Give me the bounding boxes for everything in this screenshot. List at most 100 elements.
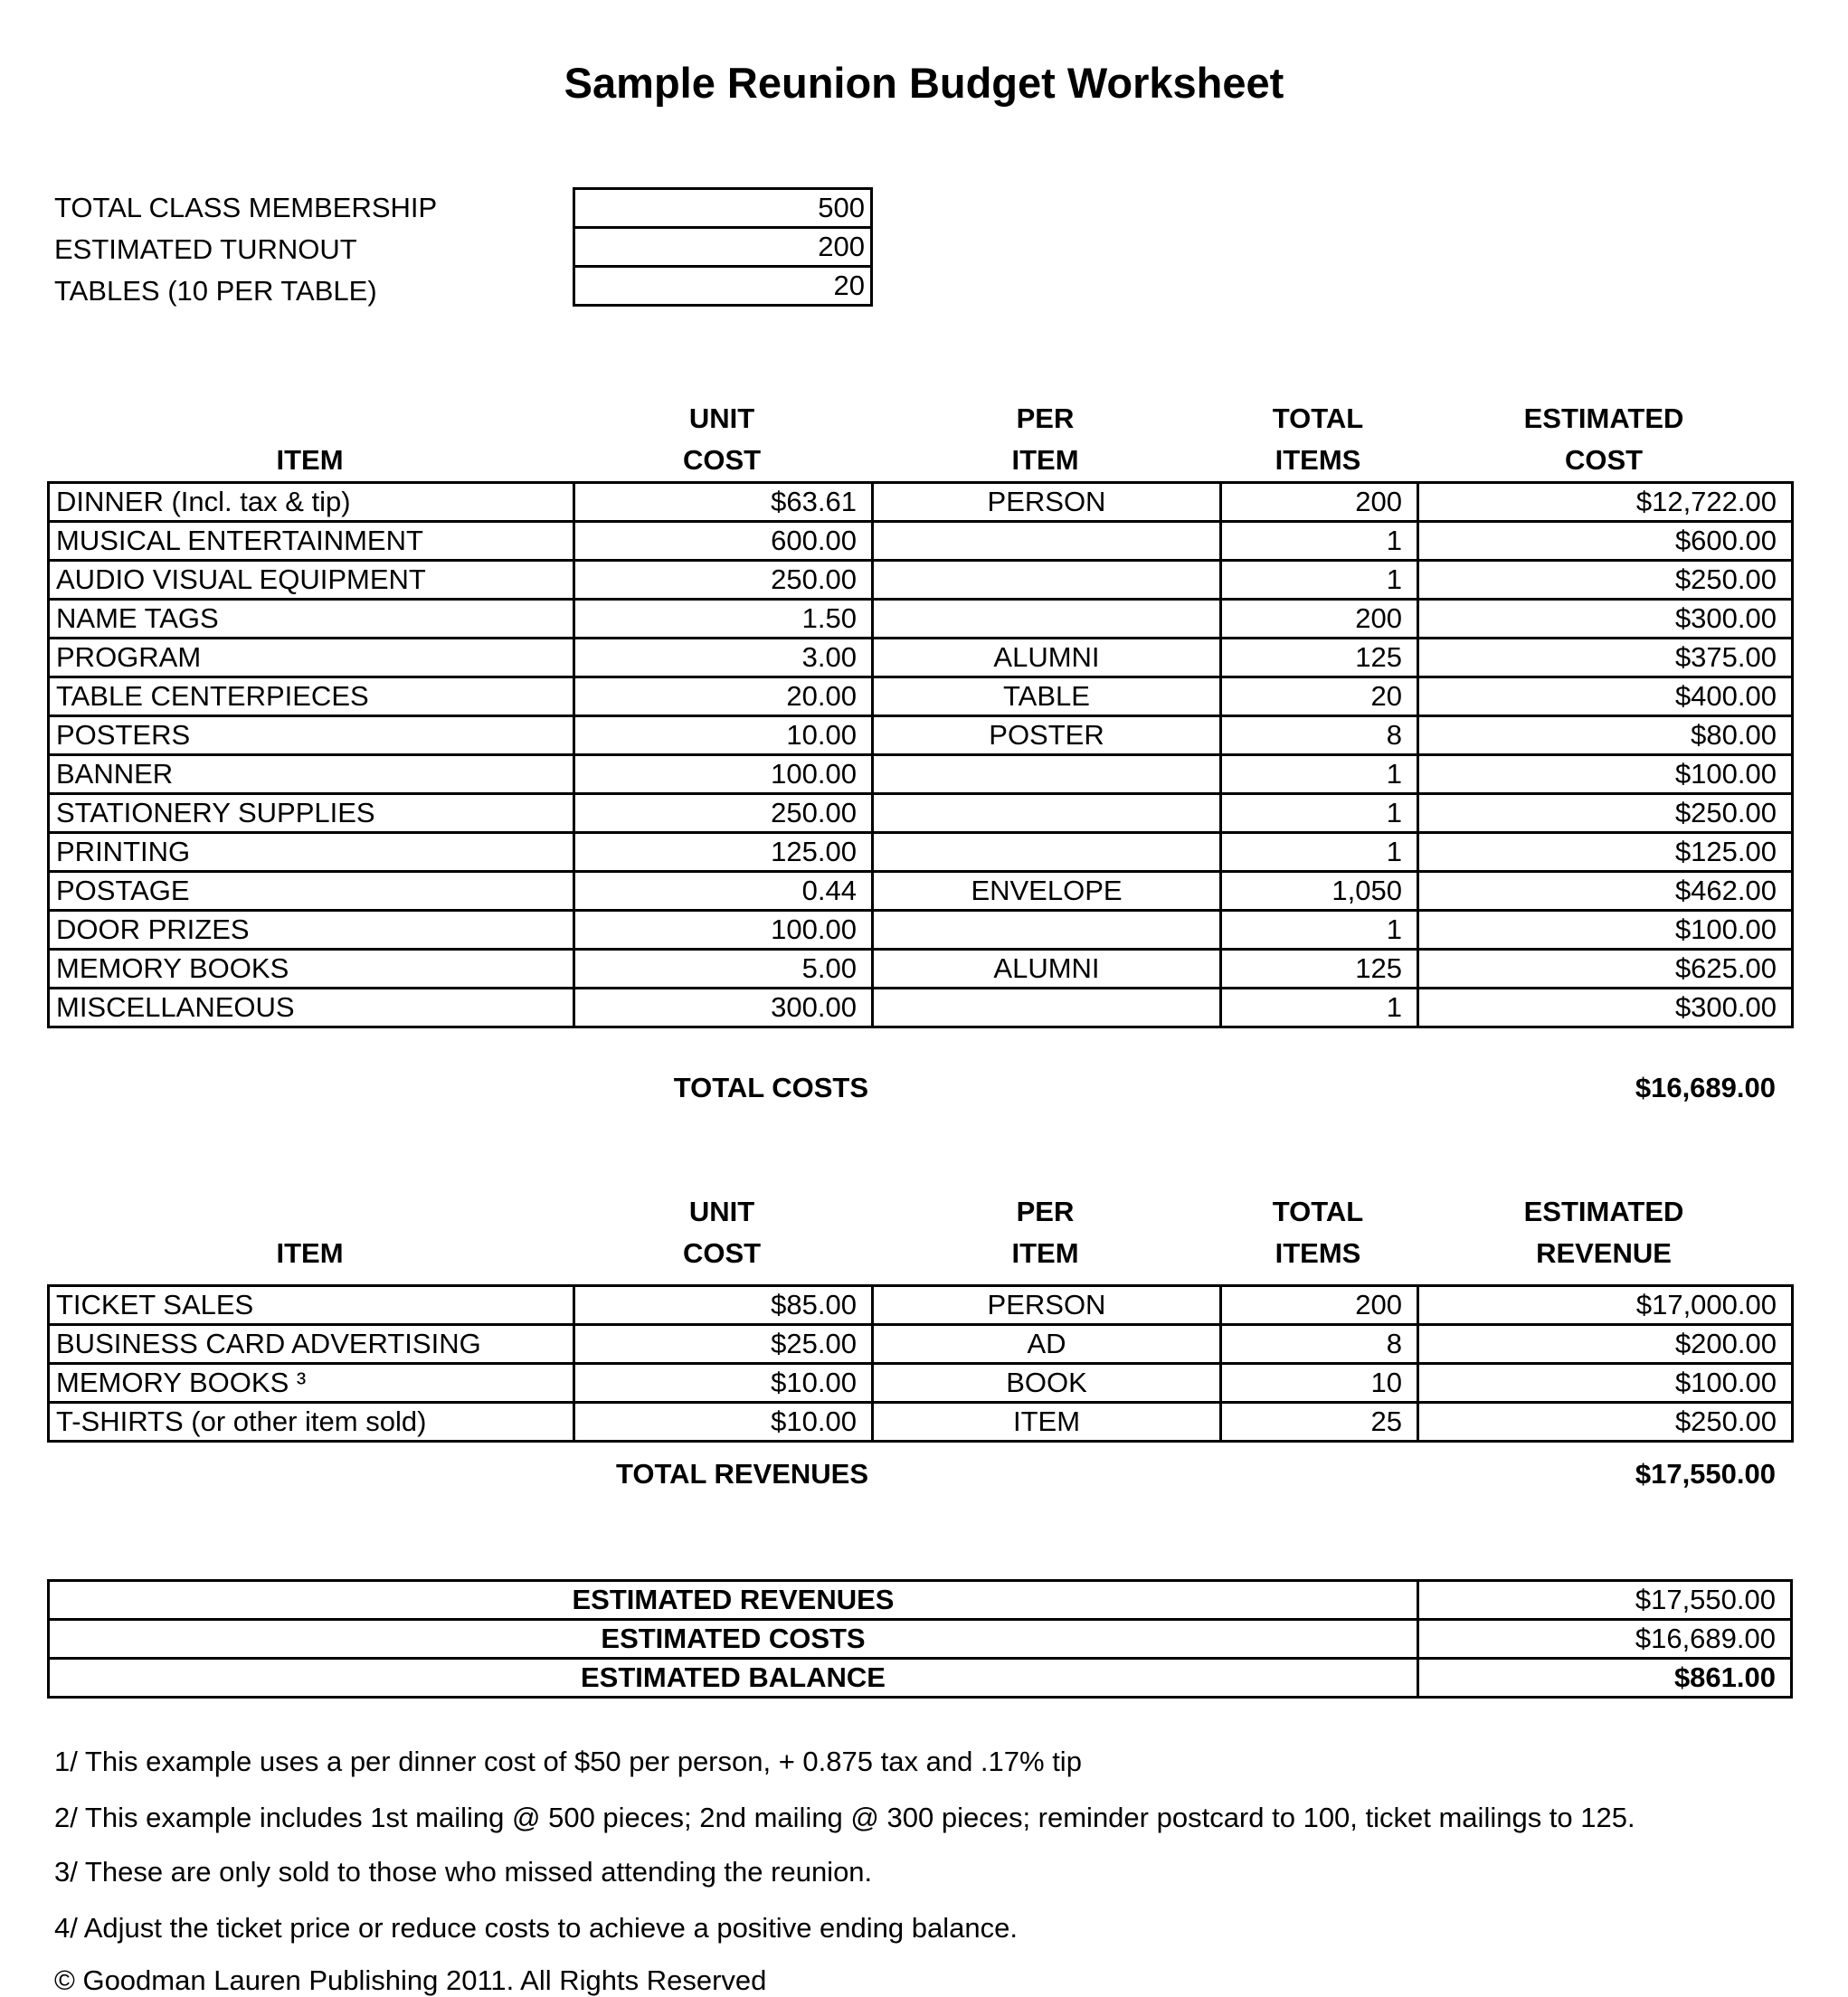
- unit-cost-cell: 250.00: [573, 792, 874, 834]
- table-row: STATIONERY SUPPLIES 250.00 1 $250.00: [47, 792, 1794, 834]
- item-cell: AUDIO VISUAL EQUIPMENT: [47, 559, 575, 601]
- item-cell: POSTAGE: [47, 870, 575, 912]
- item-cell: DOOR PRIZES: [47, 909, 575, 951]
- estimated-cell: $600.00: [1417, 520, 1794, 562]
- estimated-cell: $125.00: [1417, 831, 1794, 873]
- per-item-cell: [871, 520, 1222, 562]
- estimated-cell: $12,722.00: [1417, 481, 1794, 523]
- total-costs-value: $16,689.00: [1635, 1072, 1776, 1103]
- total-items-cell: 8: [1219, 1323, 1419, 1365]
- estimated-cell: $100.00: [1417, 1362, 1794, 1404]
- unit-cost-cell: $10.00: [573, 1401, 874, 1443]
- unit-cost-cell: 300.00: [573, 987, 874, 1028]
- column-header: ITEM: [1011, 1237, 1079, 1269]
- summary-value: $17,550.00: [1417, 1579, 1793, 1621]
- per-item-cell: AD: [871, 1323, 1222, 1365]
- item-cell: DINNER (Incl. tax & tip): [47, 481, 575, 523]
- total-items-cell: 1,050: [1219, 870, 1419, 912]
- total-items-cell: 200: [1219, 481, 1419, 523]
- input-label: ESTIMATED TURNOUT: [54, 233, 357, 265]
- unit-cost-cell: 600.00: [573, 520, 874, 562]
- footnote: 2/ This example includes 1st mailing @ 5…: [54, 1802, 1635, 1833]
- estimated-cell: $625.00: [1417, 948, 1794, 989]
- input-label: TOTAL CLASS MEMBERSHIP: [54, 192, 438, 223]
- estimated-cell: $400.00: [1417, 676, 1794, 717]
- turnout-input[interactable]: 200: [573, 226, 873, 268]
- item-cell: PROGRAM: [47, 637, 575, 678]
- table-row: TABLE CENTERPIECES 20.00 TABLE 20 $400.00: [47, 676, 1794, 717]
- column-header: ITEMS: [1275, 444, 1361, 476]
- total-items-cell: 1: [1219, 520, 1419, 562]
- total-costs-label: TOTAL COSTS: [673, 1072, 868, 1103]
- summary-row: ESTIMATED BALANCE $861.00: [47, 1657, 1793, 1699]
- unit-cost-cell: $25.00: [573, 1323, 874, 1365]
- per-item-cell: BOOK: [871, 1362, 1222, 1404]
- unit-cost-cell: $10.00: [573, 1362, 874, 1404]
- total-items-cell: 1: [1219, 909, 1419, 951]
- total-items-cell: 1: [1219, 987, 1419, 1028]
- per-item-cell: [871, 559, 1222, 601]
- membership-input[interactable]: 500: [573, 187, 873, 229]
- table-row: BUSINESS CARD ADVERTISING $25.00 AD 8 $200.0…: [47, 1323, 1794, 1365]
- summary-value: $861.00: [1417, 1657, 1793, 1699]
- tables-input[interactable]: 20: [573, 265, 873, 307]
- table-row: T-SHIRTS (or other item sold) $10.00 ITEM 2…: [47, 1401, 1794, 1443]
- item-cell: PRINTING: [47, 831, 575, 873]
- column-header: ITEM: [276, 444, 344, 476]
- item-cell: T-SHIRTS (or other item sold): [47, 1401, 575, 1443]
- table-row: TICKET SALES $85.00 PERSON 200 $17,000.00: [47, 1284, 1794, 1326]
- item-cell: TICKET SALES: [47, 1284, 575, 1326]
- item-cell: POSTERS: [47, 715, 575, 756]
- summary-value: $16,689.00: [1417, 1618, 1793, 1660]
- footnote: 4/ Adjust the ticket price or reduce cos…: [54, 1912, 1018, 1944]
- summary-table: ESTIMATED REVENUES $17,550.00 ESTIMATED C…: [47, 1579, 1793, 1699]
- total-items-cell: 200: [1219, 1284, 1419, 1326]
- table-row: MISCELLANEOUS 300.00 1 $300.00: [47, 987, 1794, 1028]
- unit-cost-cell: 10.00: [573, 715, 874, 756]
- total-items-cell: 1: [1219, 753, 1419, 795]
- item-cell: STATIONERY SUPPLIES: [47, 792, 575, 834]
- per-item-cell: ALUMNI: [871, 637, 1222, 678]
- per-item-cell: [871, 753, 1222, 795]
- unit-cost-cell: 250.00: [573, 559, 874, 601]
- unit-cost-cell: 100.00: [573, 753, 874, 795]
- summary-row: ESTIMATED REVENUES $17,550.00: [47, 1579, 1793, 1621]
- estimated-cell: $200.00: [1417, 1323, 1794, 1365]
- item-cell: TABLE CENTERPIECES: [47, 676, 575, 717]
- per-item-cell: [871, 598, 1222, 639]
- total-items-cell: 1: [1219, 559, 1419, 601]
- per-item-cell: PERSON: [871, 481, 1222, 523]
- column-header: ESTIMATED: [1523, 1196, 1684, 1227]
- table-row: PROGRAM 3.00 ALUMNI 125 $375.00: [47, 637, 1794, 678]
- table-row: MEMORY BOOKS 5.00 ALUMNI 125 $625.00: [47, 948, 1794, 989]
- table-row: PRINTING 125.00 1 $125.00: [47, 831, 1794, 873]
- column-header: PER: [1016, 402, 1075, 434]
- total-items-cell: 1: [1219, 792, 1419, 834]
- total-items-cell: 8: [1219, 715, 1419, 756]
- column-header: UNIT: [688, 1196, 755, 1227]
- table-row: BANNER 100.00 1 $100.00: [47, 753, 1794, 795]
- unit-cost-cell: 0.44: [573, 870, 874, 912]
- per-item-cell: ALUMNI: [871, 948, 1222, 989]
- total-revenues-label: TOTAL REVENUES: [615, 1458, 868, 1490]
- total-items-cell: 200: [1219, 598, 1419, 639]
- estimated-cell: $300.00: [1417, 987, 1794, 1028]
- per-item-cell: [871, 987, 1222, 1028]
- per-item-cell: [871, 831, 1222, 873]
- total-items-cell: 10: [1219, 1362, 1419, 1404]
- column-header: ITEM: [276, 1237, 344, 1269]
- unit-cost-cell: 3.00: [573, 637, 874, 678]
- item-cell: MEMORY BOOKS: [47, 948, 575, 989]
- per-item-cell: TABLE: [871, 676, 1222, 717]
- item-cell: MISCELLANEOUS: [47, 987, 575, 1028]
- per-item-cell: ITEM: [871, 1401, 1222, 1443]
- column-header: UNIT: [688, 402, 755, 434]
- summary-label: ESTIMATED REVENUES: [47, 1579, 1419, 1621]
- table-row: POSTERS 10.00 POSTER 8 $80.00: [47, 715, 1794, 756]
- column-header: COST: [1564, 444, 1644, 476]
- total-items-cell: 125: [1219, 637, 1419, 678]
- input-label: TABLES (10 PER TABLE): [54, 275, 377, 307]
- table-row: MEMORY BOOKS ³ $10.00 BOOK 10 $100.00: [47, 1362, 1794, 1404]
- column-header: REVENUE: [1536, 1237, 1672, 1269]
- summary-label: ESTIMATED COSTS: [47, 1618, 1419, 1660]
